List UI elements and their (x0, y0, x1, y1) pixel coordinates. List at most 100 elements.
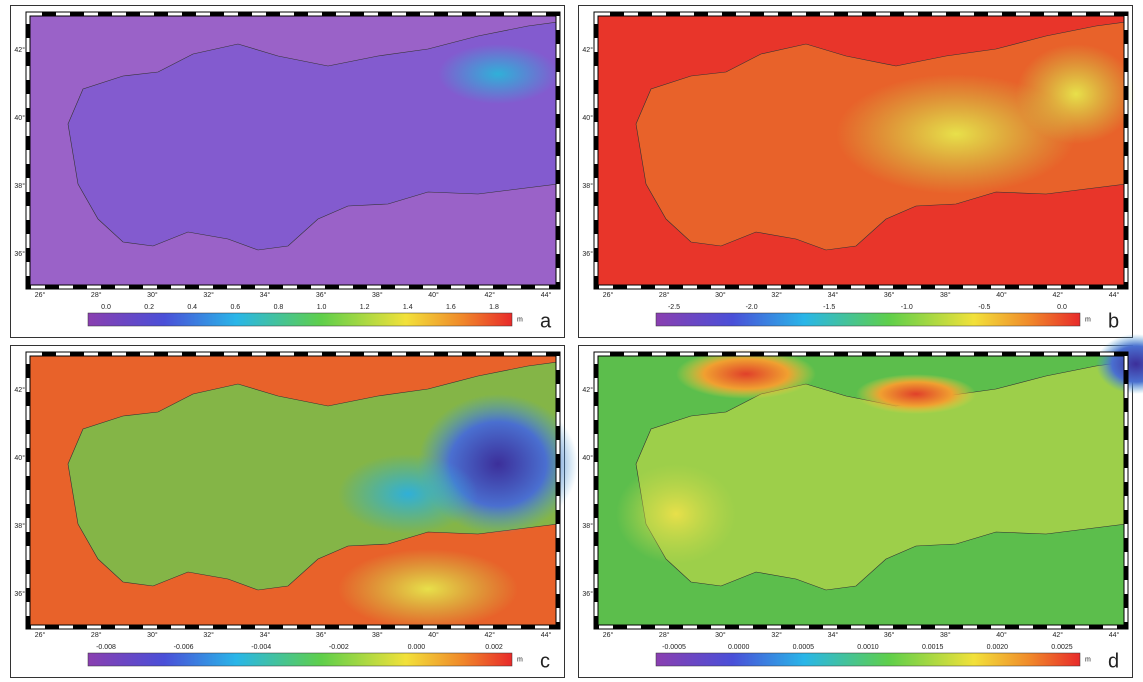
latitude-label: 40° (582, 454, 593, 462)
longitude-label: 34° (828, 631, 839, 639)
colorbar-tick-label: 0.4 (187, 304, 197, 311)
latitude-label: 36° (582, 250, 593, 258)
colorbar-tick-label: -0.0005 (662, 644, 686, 651)
longitude-label: 44° (541, 631, 552, 639)
longitude-label: 34° (260, 291, 271, 299)
longitude-label: 38° (940, 631, 951, 639)
latitude-label: 40° (14, 454, 25, 462)
colorbar-tick-label: 0.0005 (793, 644, 815, 651)
map (596, 14, 1136, 287)
longitude-label: 26° (35, 631, 46, 639)
longitude-label: 28° (659, 291, 670, 299)
longitude-label: 40° (428, 631, 439, 639)
longitude-label: 28° (91, 291, 102, 299)
longitude-label: 30° (147, 631, 158, 639)
longitude-label: 30° (715, 631, 726, 639)
colorbar-tick-label: 0.8 (274, 304, 284, 311)
colorbar-tick-label: 0.0 (101, 304, 111, 311)
colorbar-tick-label: 0.2 (144, 304, 154, 311)
latitude-label: 42° (582, 46, 593, 54)
panel: 26°28°30°32°34°36°38°40°42°44°42°40°38°3… (579, 334, 1143, 678)
map (596, 334, 1143, 627)
longitude-label: 26° (603, 631, 614, 639)
panel-label: c (540, 650, 550, 672)
panel: 26°28°30°32°34°36°38°40°42°44°42°40°38°3… (579, 6, 1137, 338)
latitude-label: 42° (14, 386, 25, 394)
field-anomaly (338, 549, 518, 629)
longitude-label: 34° (828, 291, 839, 299)
panel-label: b (1108, 310, 1119, 332)
longitude-label: 38° (940, 291, 951, 299)
field-anomaly (856, 374, 976, 414)
colorbar-tick-label: 1.2 (360, 304, 370, 311)
colorbar-tick-label: 0.0 (1057, 304, 1067, 311)
latitude-label: 38° (14, 522, 25, 530)
colorbar-tick-label: 0.0010 (857, 644, 879, 651)
longitude-label: 28° (659, 631, 670, 639)
longitude-label: 32° (203, 291, 214, 299)
longitude-label: 40° (428, 291, 439, 299)
longitude-label: 32° (203, 631, 214, 639)
colorbar-tick-label: 1.0 (317, 304, 327, 311)
colorbar (656, 653, 1080, 666)
latitude-label: 38° (582, 522, 593, 530)
colorbar-tick-label: -0.006 (174, 644, 194, 651)
colorbar (88, 313, 512, 326)
longitude-label: 42° (484, 291, 495, 299)
colorbar-tick-label: -2.0 (746, 304, 758, 311)
longitude-label: 36° (316, 631, 327, 639)
colorbar-tick-label: 0.0025 (1051, 644, 1073, 651)
map (28, 354, 578, 629)
colorbar-tick-label: 1.4 (403, 304, 413, 311)
longitude-label: 42° (1052, 291, 1063, 299)
colorbar-tick-label: 0.0020 (987, 644, 1009, 651)
field-anomaly (438, 44, 558, 104)
colorbar-tick-label: -0.004 (251, 644, 271, 651)
latitude-label: 38° (14, 182, 25, 190)
colorbar-tick-label: -0.5 (978, 304, 990, 311)
longitude-label: 36° (884, 631, 895, 639)
latitude-label: 40° (582, 114, 593, 122)
longitude-label: 40° (996, 631, 1007, 639)
longitude-label: 30° (147, 291, 158, 299)
colorbar-tick-label: -0.008 (96, 644, 116, 651)
colorbar-unit: m (517, 656, 523, 663)
colorbar (88, 653, 512, 666)
colorbar-tick-label: 1.6 (446, 304, 456, 311)
colorbar-tick-label: 0.0000 (728, 644, 750, 651)
longitude-label: 36° (884, 291, 895, 299)
longitude-label: 42° (1052, 631, 1063, 639)
longitude-label: 32° (771, 291, 782, 299)
colorbar-tick-label: 0.000 (408, 644, 426, 651)
longitude-label: 38° (372, 291, 383, 299)
colorbar-tick-label: -1.5 (823, 304, 835, 311)
colorbar-unit: m (1085, 656, 1091, 663)
colorbar-tick-label: 0.0015 (922, 644, 944, 651)
latitude-label: 42° (14, 46, 25, 54)
latitude-label: 40° (14, 114, 25, 122)
colorbar-unit: m (517, 316, 523, 323)
panel: 26°28°30°32°34°36°38°40°42°44°42°40°38°3… (11, 346, 579, 678)
colorbar-tick-label: -2.5 (668, 304, 680, 311)
longitude-label: 44° (541, 291, 552, 299)
longitude-label: 26° (603, 291, 614, 299)
longitude-label: 28° (91, 631, 102, 639)
latitude-label: 36° (582, 590, 593, 598)
colorbar-tick-label: 0.6 (230, 304, 240, 311)
latitude-label: 36° (14, 590, 25, 598)
colorbar (656, 313, 1080, 326)
field-anomaly (338, 454, 478, 534)
colorbar-tick-label: -1.0 (901, 304, 913, 311)
colorbar-tick-label: 1.8 (489, 304, 499, 311)
longitude-label: 38° (372, 631, 383, 639)
longitude-label: 32° (771, 631, 782, 639)
colorbar-tick-label: -0.002 (329, 644, 349, 651)
panel-label: d (1108, 650, 1119, 672)
panel: 26°28°30°32°34°36°38°40°42°44°42°40°38°3… (11, 6, 565, 338)
figure: 26° 28° 30° 32° 34° 36° 38° 40° 42° 44° 42° 40° 38° 3… (0, 0, 1143, 682)
latitude-label: 42° (582, 386, 593, 394)
field-anomaly (1016, 44, 1136, 144)
map (28, 14, 558, 287)
longitude-label: 44° (1109, 291, 1120, 299)
longitude-label: 42° (484, 631, 495, 639)
